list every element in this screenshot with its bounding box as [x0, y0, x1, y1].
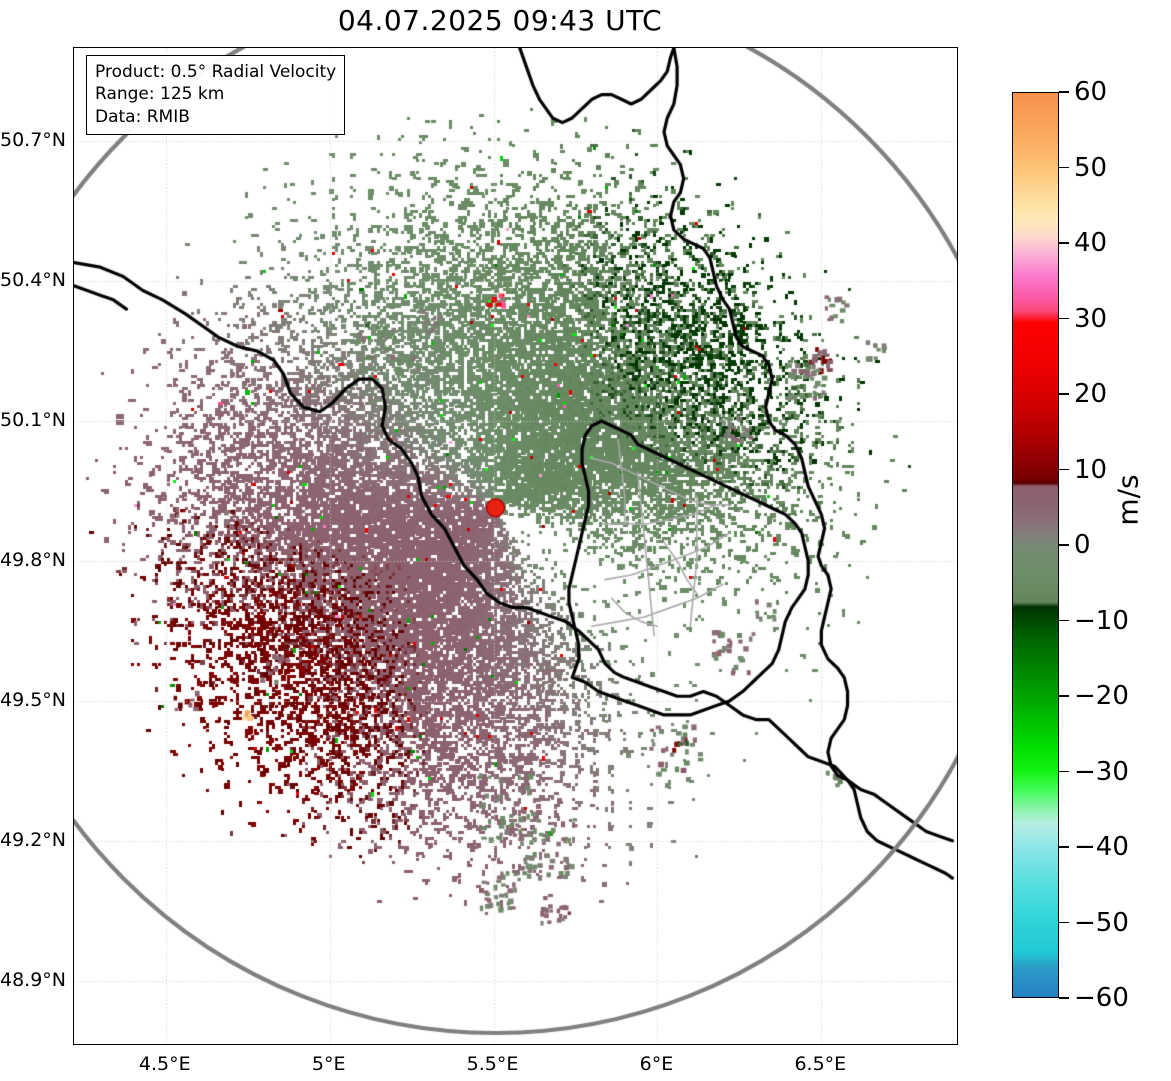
info-data-line: Data: RMIB: [95, 106, 190, 127]
colorbar-tick-label-5: 10: [1074, 454, 1108, 485]
x-axis-tick-0: 4.5°E: [138, 1053, 191, 1075]
radar-plot-area: [73, 47, 958, 1045]
x-axis-tick-2: 5.5°E: [466, 1053, 519, 1075]
info-range-line: Range: 125 km: [95, 84, 225, 105]
y-axis-tick-4: 49.5°N: [0, 688, 67, 711]
y-axis-tick-1: 50.4°N: [0, 269, 67, 292]
colorbar-tick-label-4: 20: [1074, 379, 1108, 409]
colorbar-tick-label-0: 60: [1074, 77, 1108, 107]
colorbar-tick-label-8: −20: [1074, 681, 1129, 711]
info-product-line: Product: 0.5° Radial Velocity: [95, 62, 337, 82]
colorbar-tick-mark-12: [1059, 997, 1069, 999]
colorbar-tick-label-12: −60: [1074, 983, 1129, 1013]
colorbar: 60 50 40 30 20 10 0 −10 −20 −30 −40 −50 −60: [1012, 77, 1129, 1013]
colorbar-tick-mark-2: [1059, 242, 1069, 244]
colorbar-gradient: [1012, 92, 1059, 998]
colorbar-tick-mark-4: [1059, 393, 1069, 395]
product-info-box: Product: 0.5° Radial Velocity Range: 125…: [86, 55, 346, 136]
colorbar-tick-mark-0: [1059, 91, 1069, 93]
colorbar-tick-label-11: −50: [1074, 907, 1129, 938]
colorbar-tick-label-7: −10: [1074, 605, 1129, 636]
x-axis-tick-3: 6°E: [639, 1053, 674, 1075]
colorbar-unit-label: m/s: [1111, 474, 1145, 526]
x-axis-tick-4: 6.5°E: [794, 1053, 847, 1075]
colorbar-tick-mark-3: [1059, 317, 1069, 320]
colorbar-tick-mark-1: [1059, 166, 1069, 169]
colorbar-tick-mark-5: [1059, 468, 1069, 471]
y-axis-tick-6: 48.9°N: [0, 968, 67, 991]
colorbar-tick-mark-11: [1059, 921, 1069, 924]
colorbar-tick-label-2: 40: [1074, 228, 1108, 258]
y-axis-tick-0: 50.7°N: [0, 129, 67, 152]
colorbar-tick-mark-8: [1059, 695, 1069, 697]
colorbar-tick-label-9: −30: [1074, 756, 1129, 787]
colorbar-tick-label-10: −40: [1074, 832, 1129, 862]
page-title: 04.07.2025 09:43 UTC: [337, 4, 663, 37]
colorbar-tick-label-6: 0: [1074, 530, 1091, 560]
y-axis-tick-5: 49.2°N: [0, 828, 67, 851]
colorbar-tick-mark-6: [1059, 544, 1069, 546]
colorbar-tick-mark-10: [1059, 846, 1069, 848]
colorbar-tick-label-3: 30: [1074, 303, 1108, 334]
x-axis-tick-1: 5°E: [311, 1053, 346, 1075]
radar-velocity-canvas: [74, 48, 957, 1044]
y-axis-tick-2: 50.1°N: [0, 409, 67, 432]
colorbar-tick-mark-7: [1059, 619, 1069, 622]
y-axis-tick-3: 49.8°N: [0, 548, 67, 571]
colorbar-tick-label-1: 50: [1074, 152, 1108, 183]
colorbar-tick-mark-9: [1059, 770, 1069, 773]
